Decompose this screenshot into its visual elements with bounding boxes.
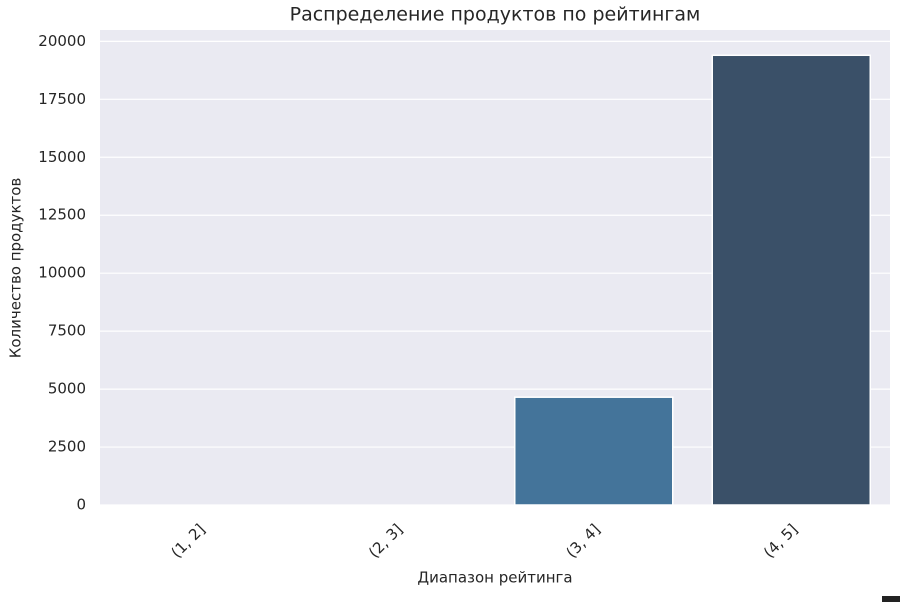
corner-mark — [882, 596, 900, 602]
bar — [711, 54, 871, 506]
y-tick-label: 10000 — [38, 264, 86, 282]
y-tick-label: 15000 — [38, 148, 86, 166]
y-tick-label: 2500 — [48, 438, 86, 456]
x-tick-label: (3, 4] — [563, 520, 604, 561]
y-tick-label: 5000 — [48, 380, 86, 398]
y-tick-label: 17500 — [38, 90, 86, 108]
y-axis-label: Количество продуктов — [7, 178, 25, 359]
y-tick-label: 0 — [76, 496, 86, 514]
y-tick-label: 20000 — [38, 32, 86, 50]
y-tick-label: 7500 — [48, 322, 86, 340]
x-tick-label: (2, 3] — [365, 520, 406, 561]
x-tick-label: (1, 2] — [168, 520, 209, 561]
y-tick-label: 12500 — [38, 206, 86, 224]
chart-title: Распределение продуктов по рейтингам — [290, 4, 701, 26]
x-tick-label: (4, 5] — [760, 520, 801, 561]
x-axis-label: Диапазон рейтинга — [417, 569, 572, 587]
bar — [514, 396, 674, 506]
